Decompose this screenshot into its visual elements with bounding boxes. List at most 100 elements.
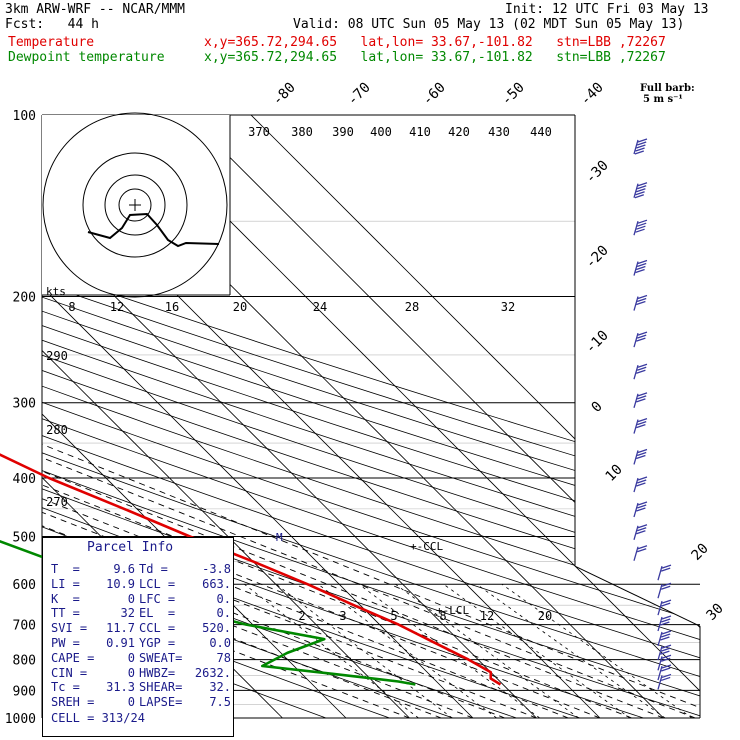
mixing-ratio-label: 8 xyxy=(68,300,75,314)
hodograph-ring xyxy=(104,174,166,236)
wind-barb xyxy=(633,392,648,409)
wind-barb-flag xyxy=(660,667,671,672)
hodograph-unit: kts xyxy=(46,285,66,298)
hodograph-ring xyxy=(82,152,188,258)
wind-barb-flag xyxy=(636,451,647,457)
theta-label: 370 xyxy=(248,125,270,139)
parcel-info-value: 0.0 xyxy=(209,635,231,650)
dry-adiabat-line xyxy=(42,115,700,718)
wind-barb-flag xyxy=(635,147,645,152)
mixing-ratio-line xyxy=(317,583,497,718)
wind-barb-flag xyxy=(661,630,672,635)
pressure-tick-label: 700 xyxy=(13,619,36,634)
dry-adiabat-line xyxy=(42,115,454,718)
full-barb-unit: 5 m s⁻¹ xyxy=(643,94,683,105)
wind-barb xyxy=(657,615,672,632)
wind-barb-flag xyxy=(636,420,647,426)
wind-barb-flag xyxy=(636,454,646,460)
m-marker: M xyxy=(276,531,283,544)
theta-label: 410 xyxy=(409,125,431,139)
mixing-ratio-line xyxy=(275,583,453,718)
wind-barb-shaft xyxy=(657,584,663,599)
wind-barb-shaft xyxy=(657,631,663,647)
right-axis-diagonal xyxy=(574,565,701,627)
wind-barb-shaft xyxy=(657,600,663,616)
wind-barb xyxy=(633,294,648,311)
wind-barb xyxy=(657,599,672,616)
wind-barb-flag xyxy=(660,650,670,655)
parcel-info-value: 663. xyxy=(202,576,231,591)
wind-barb-shaft xyxy=(633,419,639,434)
dry-adiabat-line xyxy=(42,115,700,718)
theta-label: 420 xyxy=(448,125,470,139)
mixing-ratio-label: 12 xyxy=(110,300,124,314)
wind-barb-flag xyxy=(637,138,648,143)
wind-barb-shaft xyxy=(633,450,639,465)
mixing-ratio-label: 2 xyxy=(298,609,305,623)
mixing-ratio-label: 32 xyxy=(501,300,515,314)
wind-barb-flag xyxy=(661,664,672,669)
wind-barb-shaft xyxy=(633,525,639,540)
dry-adiabat-line xyxy=(42,115,700,718)
wind-barb-flag xyxy=(637,363,648,368)
parcel-info-key: LI = xyxy=(51,576,80,591)
parcel-info-value: 0.91 xyxy=(106,635,135,650)
pressure-tick-label: 300 xyxy=(13,397,36,412)
wind-barb xyxy=(657,673,672,690)
model-title: 3km ARW-WRF -- NCAR/MMM xyxy=(5,2,186,17)
mixing-ratio-label: 12 xyxy=(480,609,494,623)
parcel-info-value: 78 xyxy=(216,650,231,665)
wind-barb-flag xyxy=(661,564,672,569)
isotherm-line xyxy=(250,115,700,718)
theta-left-label: 290 xyxy=(46,349,68,363)
wind-barb-shaft xyxy=(633,332,639,348)
wind-barb-flag xyxy=(636,265,646,271)
parcel-info-key: T = xyxy=(51,562,80,576)
theta-left-label: 270 xyxy=(46,495,68,509)
wind-barb-flag xyxy=(637,501,648,506)
isotherm-line xyxy=(42,115,410,718)
wind-barb-flag xyxy=(637,392,648,397)
wind-barb xyxy=(657,644,672,661)
theta-left-label: 280 xyxy=(46,423,68,437)
parcel-cell: CELL = 313/24 xyxy=(51,711,145,725)
valid-time: Valid: 08 UTC Sun 05 May 13 (02 MDT Sun … xyxy=(293,17,685,32)
theta-label: 390 xyxy=(332,125,354,139)
parcel-info-value: 0 xyxy=(127,665,135,680)
mixing-ratio-label: 28 xyxy=(405,300,419,314)
parcel-info-key: SHEAR= xyxy=(139,680,183,695)
parcel-info-row: SREH = 0 LAPSE= 7.5 xyxy=(51,695,231,710)
wind-barb xyxy=(657,664,672,681)
wind-barb-flag xyxy=(636,507,646,512)
dry-adiabat-line xyxy=(42,115,700,718)
wind-barb-flag xyxy=(637,182,648,187)
wind-barb-flag xyxy=(634,150,645,155)
wind-barb xyxy=(633,417,648,434)
wind-barb-flag xyxy=(660,676,671,682)
wind-barb-flag xyxy=(636,225,646,230)
parcel-info-title: Parcel Info xyxy=(87,540,174,555)
wind-barb-flag xyxy=(634,194,645,199)
wind-barb-shaft xyxy=(657,645,663,661)
wind-barb-flag xyxy=(637,331,648,336)
wind-barb-flag xyxy=(635,228,645,233)
wind-barbs xyxy=(633,138,672,690)
temperature-location: x,y=365.72,294.65 lat,lon= 33.67,-101.82… xyxy=(204,35,666,50)
mixing-ratio-line xyxy=(443,583,631,718)
dry-adiabat-line xyxy=(42,115,700,718)
isotherm-label: -30 xyxy=(583,158,612,187)
parcel-info-value: 2632. xyxy=(194,665,231,680)
parcel-info-value: -3.8 xyxy=(202,562,231,576)
pressure-tick-label: 100 xyxy=(13,109,36,124)
parcel-info-row: SVI = 11.7 CCL = 520. xyxy=(51,621,231,636)
wind-barb xyxy=(633,524,648,540)
wind-barb-flag xyxy=(637,524,648,529)
pressure-tick-label: 900 xyxy=(13,684,36,699)
wind-barb-flag xyxy=(661,673,672,679)
isotherm-label: 30 xyxy=(704,601,727,624)
isotherm-label: -70 xyxy=(345,80,374,109)
wind-barb-flag xyxy=(636,548,647,553)
wind-barb-flag xyxy=(661,599,672,604)
wind-barb-shaft xyxy=(657,616,663,632)
wind-barb xyxy=(633,138,648,155)
